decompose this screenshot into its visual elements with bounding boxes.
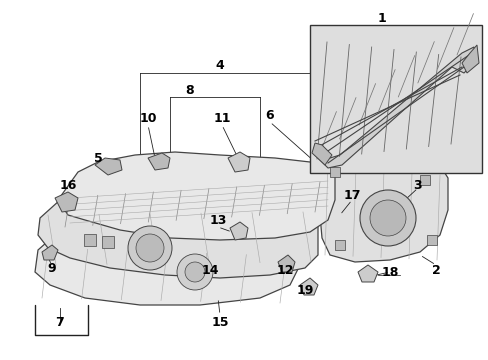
Text: 7: 7	[56, 315, 64, 328]
Text: 5: 5	[93, 152, 102, 165]
Polygon shape	[311, 143, 331, 165]
Text: 12: 12	[276, 264, 293, 276]
Circle shape	[359, 190, 415, 246]
Text: 10: 10	[139, 112, 157, 125]
Text: 18: 18	[381, 266, 398, 279]
Circle shape	[136, 234, 163, 262]
Text: 11: 11	[213, 112, 230, 125]
Polygon shape	[229, 222, 247, 240]
Bar	[309, 25, 481, 173]
Polygon shape	[357, 265, 377, 282]
Polygon shape	[227, 152, 249, 172]
Polygon shape	[35, 228, 299, 305]
Bar	[102, 236, 114, 248]
Circle shape	[184, 262, 204, 282]
Bar	[334, 240, 345, 250]
Bar	[84, 234, 96, 246]
Text: 8: 8	[185, 84, 194, 96]
Circle shape	[177, 254, 213, 290]
Polygon shape	[319, 152, 447, 262]
Text: 1: 1	[377, 12, 386, 24]
Text: 4: 4	[215, 59, 224, 72]
Circle shape	[128, 226, 172, 270]
Text: 16: 16	[59, 179, 77, 192]
Text: 15: 15	[211, 315, 228, 328]
Text: 2: 2	[431, 264, 440, 276]
Bar	[329, 167, 339, 177]
Text: 9: 9	[48, 261, 56, 274]
Polygon shape	[95, 158, 122, 175]
Bar	[426, 235, 436, 245]
Text: 17: 17	[343, 189, 360, 202]
Polygon shape	[314, 47, 476, 168]
Text: 13: 13	[209, 213, 226, 226]
Polygon shape	[148, 153, 170, 170]
Text: 3: 3	[413, 179, 422, 192]
Text: 14: 14	[201, 264, 218, 276]
Circle shape	[369, 200, 405, 236]
Polygon shape	[461, 45, 478, 73]
Polygon shape	[299, 278, 317, 295]
Polygon shape	[38, 195, 317, 278]
Text: 19: 19	[296, 284, 313, 297]
Polygon shape	[55, 192, 78, 212]
Bar	[419, 175, 429, 185]
Polygon shape	[278, 255, 294, 272]
Polygon shape	[42, 245, 58, 260]
Polygon shape	[58, 152, 334, 240]
Text: 6: 6	[265, 108, 274, 122]
